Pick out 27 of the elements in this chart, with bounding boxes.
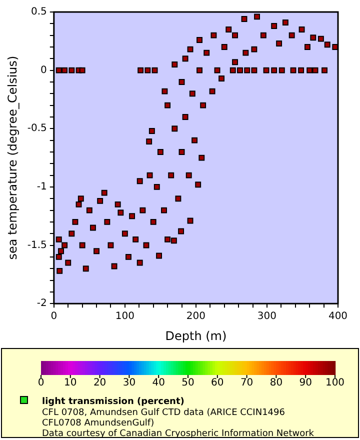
color-bar-label: 80 [270, 378, 283, 389]
x-tick-label: 400 [328, 311, 348, 322]
x-tick-label: 200 [186, 311, 206, 322]
color-bar-label: 20 [93, 378, 106, 389]
text: CFL0708 AmundsenGulf) [42, 418, 154, 428]
color-bar-label: 90 [299, 378, 312, 389]
x-axis-title: Depth (m) [165, 328, 227, 343]
color-bar-label: 30 [122, 378, 136, 389]
color-bar-label: 10 [64, 378, 77, 389]
y-tick-label: 0 [40, 64, 47, 76]
x-tick-label: 100 [115, 311, 134, 322]
color-bar-label: 60 [211, 378, 224, 389]
y-tick-label: -1 [36, 182, 47, 193]
text: CFL 0708, Amundsen Gulf CTD data (ARICE CCIN1496 [42, 408, 286, 418]
y-tick-label: 0.5 [31, 6, 47, 18]
y-tick-label: -2 [36, 298, 47, 310]
y-tick-label: -1.5 [27, 240, 47, 251]
color-bar-label: 100 [325, 378, 345, 389]
color-bar-label: 50 [182, 378, 194, 389]
x-tick-label: 300 [257, 311, 277, 322]
x-tick-label: 0 [50, 311, 58, 322]
y-tick-label: -0.5 [27, 123, 47, 134]
color-bar-label: 70 [240, 378, 254, 389]
color-bar-title: light transmission (percent) [42, 397, 184, 407]
y-axis-title: sea temperature (degree_Celsius) [5, 56, 20, 260]
color-bar-label: 40 [152, 378, 165, 389]
text: Data courtesy of Canadian Cryospheric Information Network [42, 429, 315, 439]
